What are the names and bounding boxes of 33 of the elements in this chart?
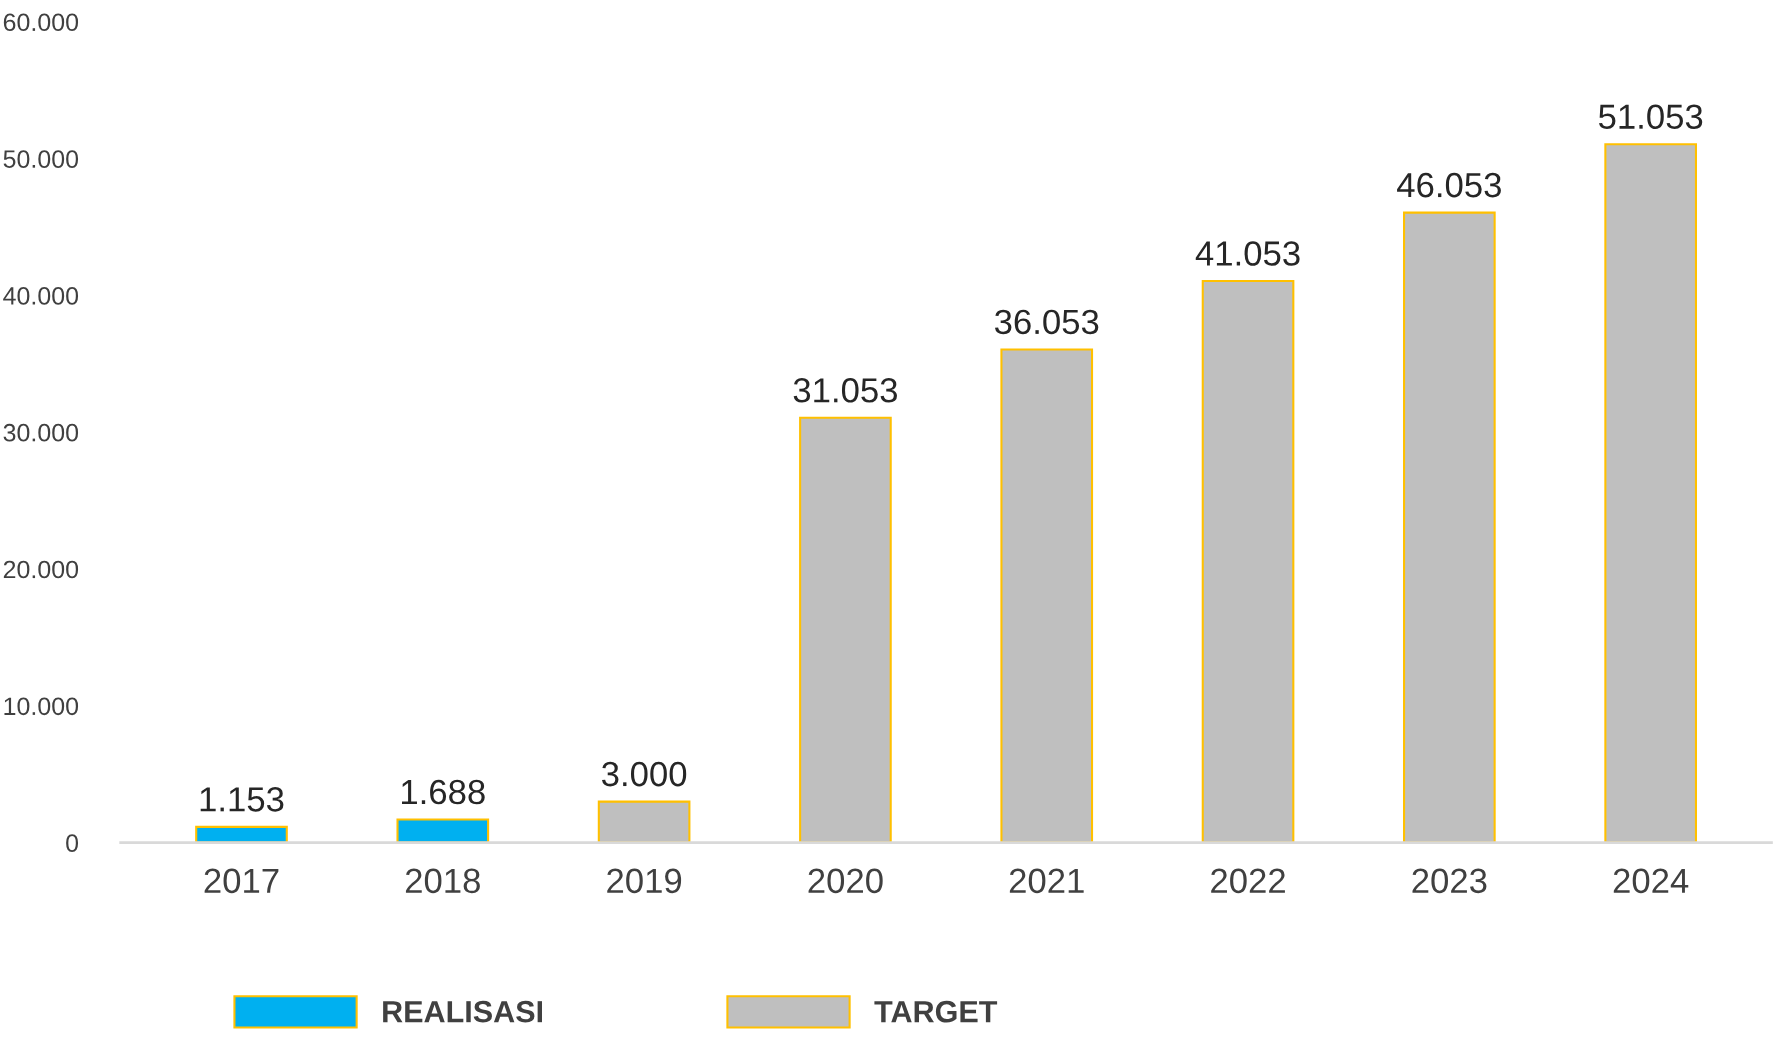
data-label: 1.153 — [200, 787, 284, 812]
y-tick-label: 30.000 — [3, 423, 79, 442]
data-label: 31.053 — [793, 378, 897, 403]
y-tick-label: 20.000 — [3, 560, 79, 579]
data-label: 3.000 — [601, 761, 687, 787]
y-tick-label: 60.000 — [3, 13, 79, 32]
bar — [1403, 211, 1496, 843]
data-label: 51.053 — [1598, 104, 1703, 130]
legend-label: TARGET — [874, 1000, 998, 1023]
y-tick-label: 40.000 — [3, 287, 79, 305]
bar — [597, 800, 691, 843]
x-tick-label: 2018 — [405, 868, 480, 894]
x-tick-label: 2017 — [204, 868, 279, 894]
x-tick-label: 2021 — [1009, 868, 1084, 894]
x-tick-label: 2022 — [1211, 868, 1285, 894]
bar — [195, 825, 288, 843]
bar — [1201, 279, 1295, 843]
legend-label: REALISASI — [383, 1000, 543, 1023]
y-tick-label: 10.000 — [4, 697, 79, 716]
y-tick-label: 50.000 — [3, 150, 79, 168]
x-tick-label: 2020 — [808, 868, 883, 894]
x-tick-label: 2023 — [1412, 868, 1487, 894]
y-tick-label: 0 — [66, 834, 79, 852]
bar — [1604, 143, 1697, 843]
data-label: 46.053 — [1397, 172, 1501, 198]
x-tick-label: 2019 — [607, 868, 682, 894]
bar — [1000, 348, 1094, 843]
x-tick-label: 2024 — [1613, 868, 1689, 894]
data-label: 1.688 — [402, 779, 485, 805]
bar — [799, 416, 892, 843]
bar — [396, 818, 490, 843]
data-label: 36.053 — [994, 309, 1099, 335]
data-label: 41.053 — [1195, 241, 1300, 266]
